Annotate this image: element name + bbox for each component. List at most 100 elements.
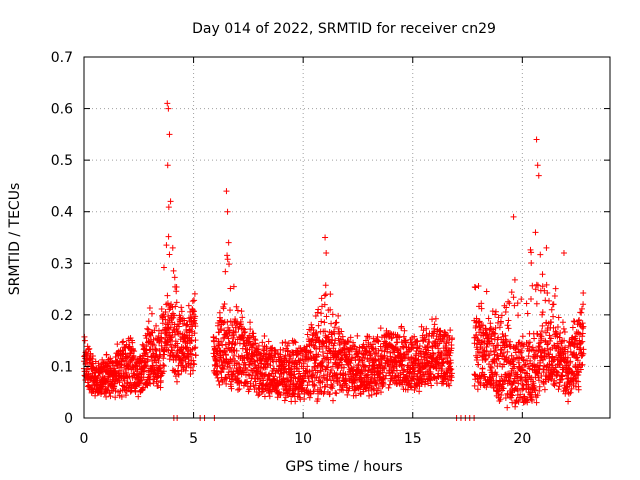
data-point	[126, 373, 133, 380]
data-point	[289, 348, 296, 355]
data-point	[178, 357, 185, 364]
data-point	[330, 397, 337, 404]
data-point	[380, 380, 387, 387]
data-point	[246, 338, 253, 345]
data-point	[145, 326, 152, 333]
data-point	[543, 281, 550, 288]
y-tick-label: 0.3	[51, 256, 73, 272]
data-point	[318, 318, 325, 325]
data-point	[307, 348, 314, 355]
data-point	[533, 300, 540, 307]
data-point	[223, 188, 230, 195]
data-point	[111, 365, 118, 372]
data-point	[264, 361, 271, 368]
data-point	[169, 244, 176, 251]
data-point	[300, 360, 307, 367]
data-point	[327, 306, 334, 313]
data-point	[171, 368, 178, 375]
data-point	[325, 356, 332, 363]
data-point	[375, 338, 382, 345]
data-point	[237, 321, 244, 328]
data-point	[398, 362, 405, 369]
data-point	[534, 162, 541, 169]
y-tick-label: 0.2	[51, 308, 73, 324]
data-point	[310, 371, 317, 378]
data-point	[474, 386, 481, 393]
data-point	[575, 386, 582, 393]
data-point	[171, 312, 178, 319]
data-point	[182, 367, 189, 374]
data-point	[312, 312, 319, 319]
data-point	[317, 368, 324, 375]
data-point	[329, 363, 336, 370]
data-point	[185, 302, 192, 309]
data-point	[230, 347, 237, 354]
data-point	[561, 328, 568, 335]
data-point	[190, 308, 197, 315]
data-point	[169, 304, 176, 311]
data-point	[234, 307, 241, 314]
data-point	[160, 362, 167, 369]
data-point	[119, 339, 126, 346]
data-point	[314, 369, 321, 376]
data-point	[266, 393, 273, 400]
data-point	[523, 300, 530, 307]
data-point	[321, 292, 328, 299]
data-point	[393, 359, 400, 366]
data-point	[304, 363, 311, 370]
data-point	[377, 325, 384, 332]
data-point	[290, 390, 297, 397]
data-point	[177, 314, 184, 321]
data-point	[252, 337, 259, 344]
data-point	[236, 385, 243, 392]
data-point	[559, 319, 566, 326]
data-point	[398, 323, 405, 330]
data-point	[140, 384, 147, 391]
data-point	[245, 361, 252, 368]
data-point	[548, 306, 555, 313]
data-point	[331, 330, 338, 337]
data-point	[324, 376, 331, 383]
data-point	[347, 360, 354, 367]
data-point	[362, 364, 369, 371]
data-point	[550, 301, 557, 308]
data-point	[140, 355, 147, 362]
data-point	[265, 338, 272, 345]
data-point	[192, 337, 199, 344]
data-point	[546, 297, 553, 304]
data-point	[357, 391, 364, 398]
data-point	[432, 315, 439, 322]
data-point	[356, 356, 363, 363]
data-point	[311, 388, 318, 395]
data-point	[360, 354, 367, 361]
data-point	[372, 378, 379, 385]
data-point	[285, 347, 292, 354]
data-point	[314, 334, 321, 341]
data-point	[165, 233, 172, 240]
data-point	[377, 343, 384, 350]
data-point	[402, 355, 409, 362]
data-point	[267, 362, 274, 369]
data-point	[239, 314, 246, 321]
data-point	[560, 249, 567, 256]
data-point	[539, 271, 546, 278]
data-point	[373, 381, 380, 388]
data-point	[81, 337, 88, 344]
data-point	[539, 311, 546, 318]
data-point	[537, 251, 544, 258]
data-point	[475, 282, 482, 289]
data-point	[280, 375, 287, 382]
data-point	[295, 350, 302, 357]
data-point	[375, 385, 382, 392]
data-point	[163, 342, 170, 349]
data-point	[291, 338, 298, 345]
data-point	[337, 349, 344, 356]
data-point	[318, 310, 325, 317]
data-point	[103, 393, 110, 400]
data-point	[139, 387, 146, 394]
data-point	[222, 268, 229, 275]
data-point	[345, 338, 352, 345]
data-point	[227, 307, 234, 314]
data-point	[539, 309, 546, 316]
data-point	[399, 343, 406, 350]
